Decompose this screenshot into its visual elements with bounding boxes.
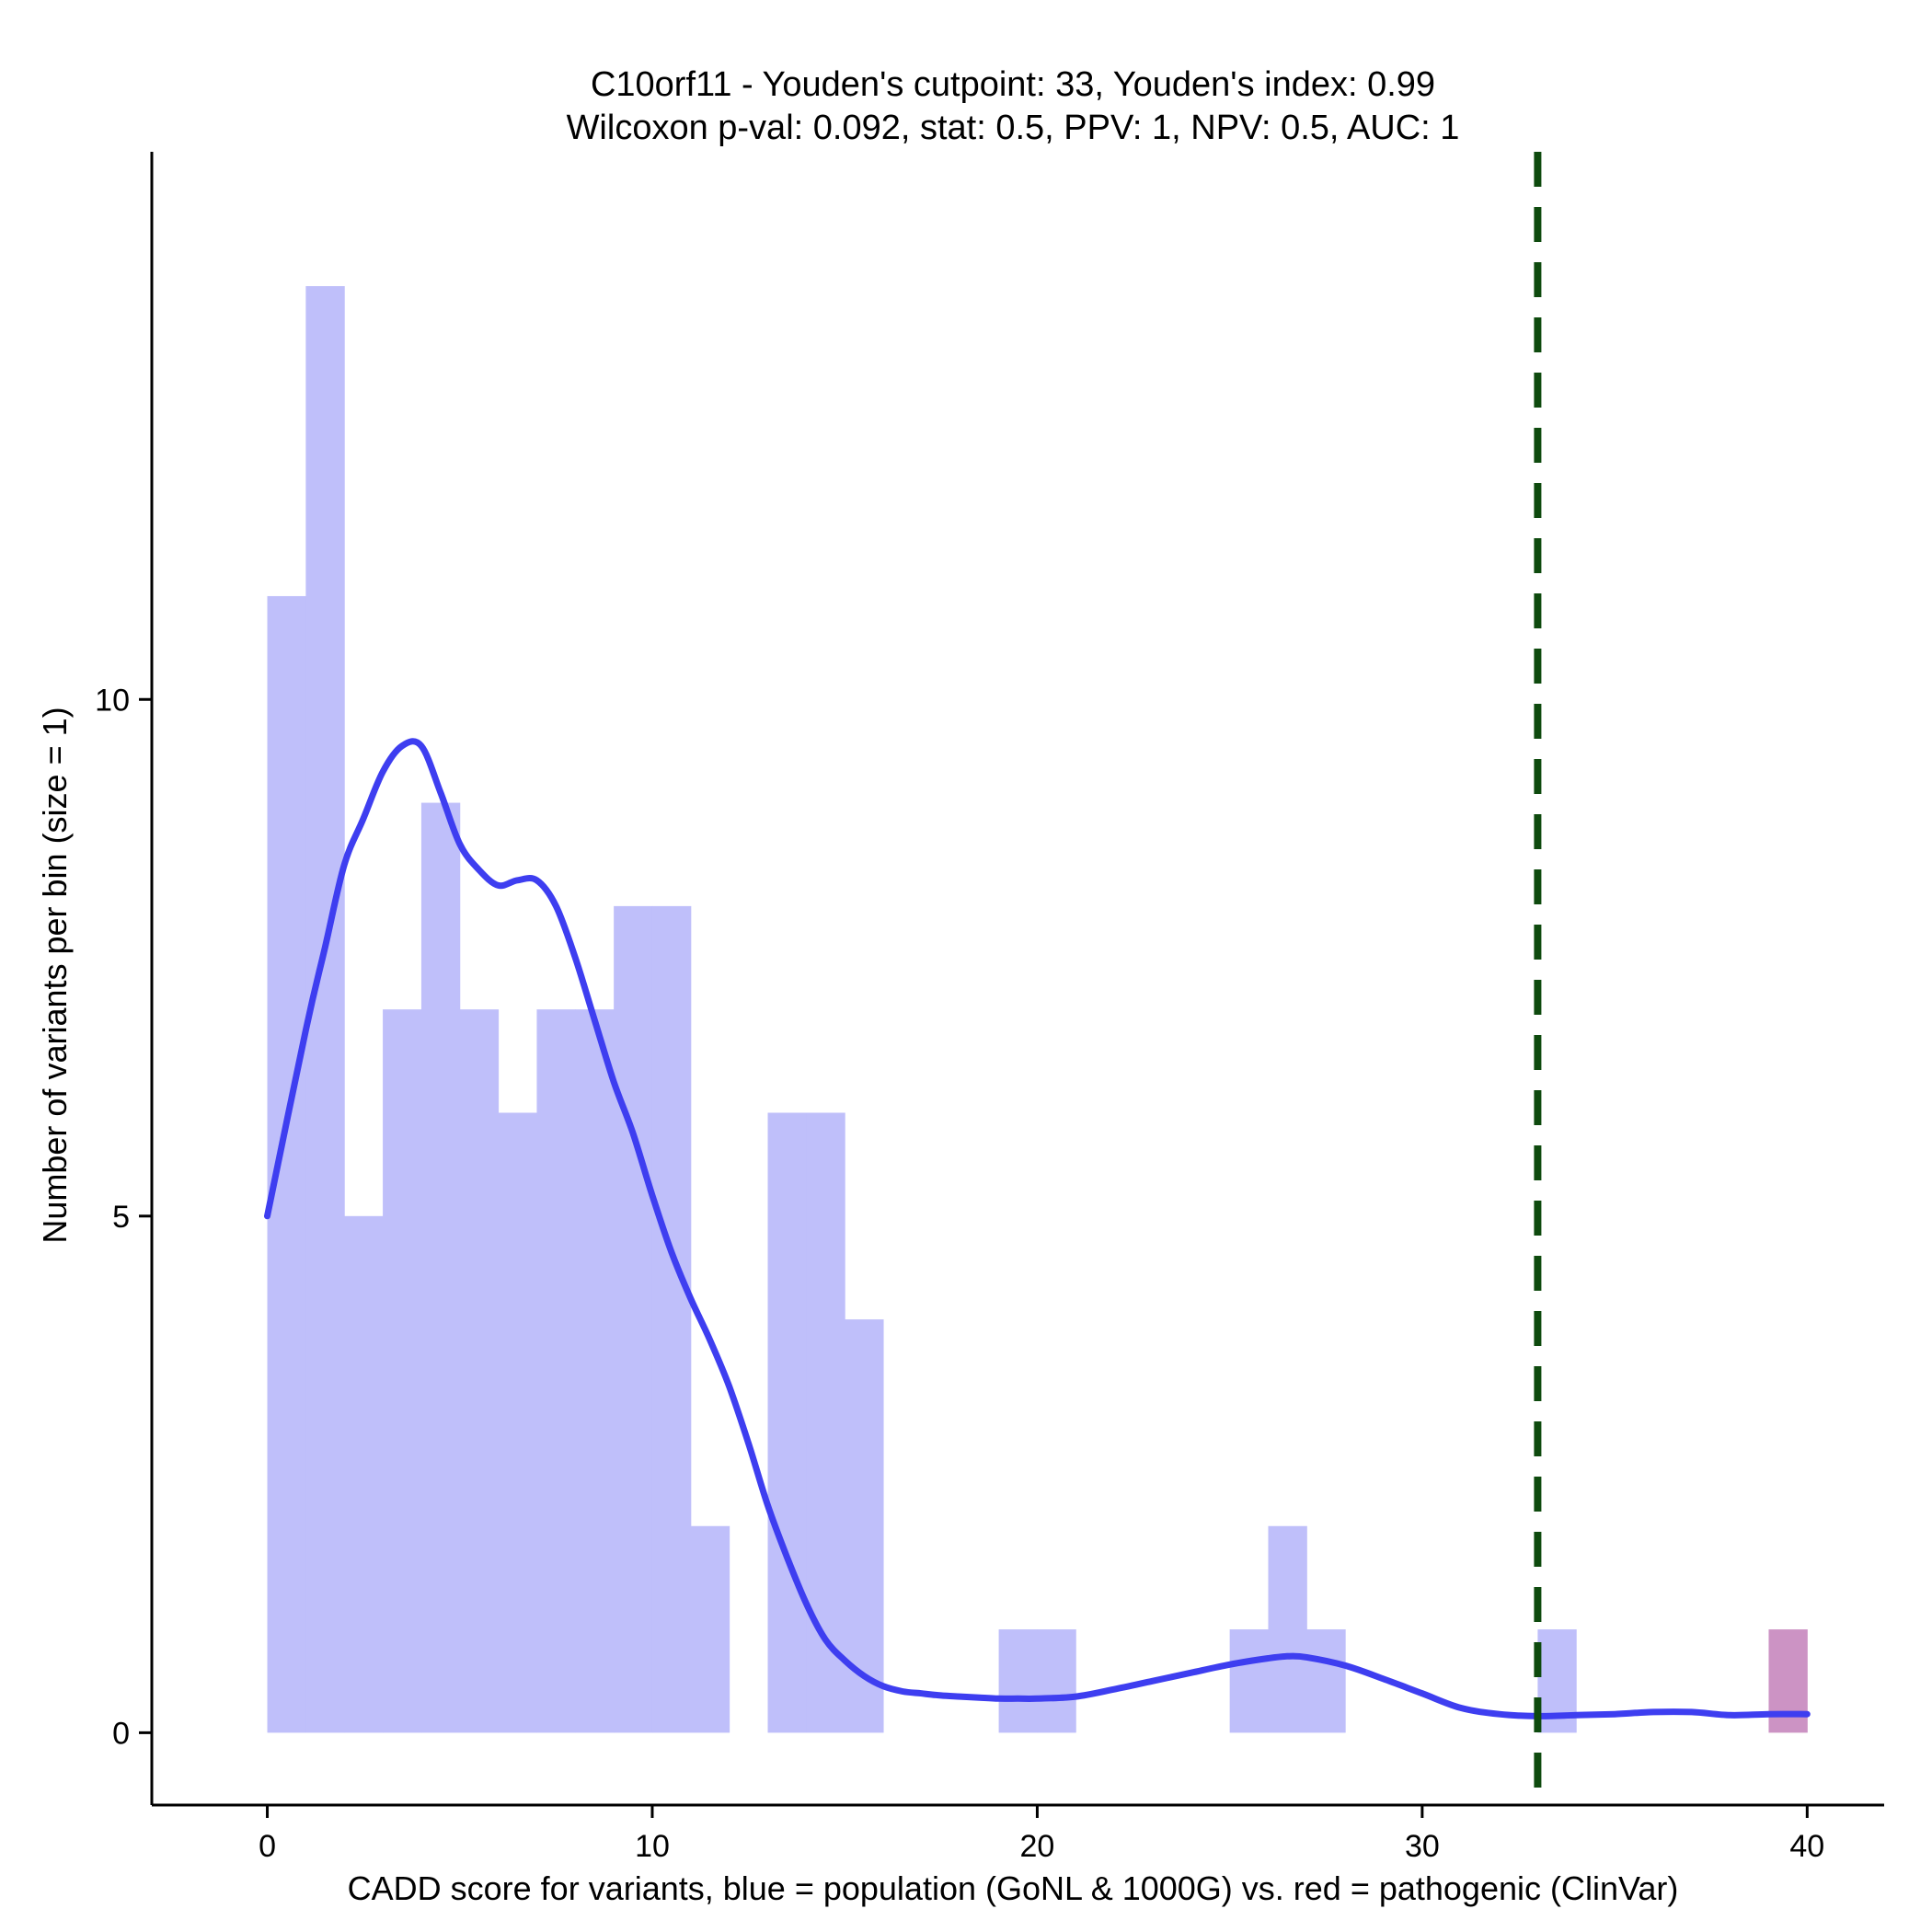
population-bar [1037,1629,1076,1733]
population-bar [267,595,306,1733]
x-axis-label: CADD score for variants, blue = populati… [348,1869,1679,1907]
population-bar [998,1629,1038,1733]
population-bar [420,802,461,1733]
x-tick-label: 30 [1405,1829,1440,1864]
y-tick-label: 10 [95,683,130,718]
population-bar [344,1215,384,1733]
y-tick-label: 0 [112,1716,130,1751]
population-bar [690,1525,730,1733]
x-tick-label: 40 [1789,1829,1824,1864]
population-bar [1268,1525,1307,1733]
population-bar [536,1009,576,1733]
histogram-bars [267,286,1808,1733]
population-bar [845,1319,884,1733]
population-bar [767,1112,807,1733]
x-tick-label: 20 [1020,1829,1055,1864]
population-bar [459,1009,500,1733]
population-bar [1229,1629,1269,1733]
population-bar [614,905,653,1733]
population-bar [806,1112,845,1733]
x-tick-label: 0 [259,1829,276,1864]
chart-title-line-1: C10orf11 - Youden's cutpoint: 33, Youden… [591,65,1435,104]
y-axis-label: Number of variants per bin (size = 1) [36,707,74,1243]
population-bar [498,1112,537,1733]
y-tick-label: 5 [112,1200,130,1235]
x-axis-ticks: 0 10 20 30 40 [259,1805,1824,1864]
population-bar [575,1009,615,1733]
density-curve [264,738,1811,1719]
population-bar [1306,1629,1346,1733]
chart-title-line-2: Wilcoxon p-val: 0.092, stat: 0.5, PPV: 1… [567,109,1460,147]
population-bar [383,1009,422,1733]
x-tick-label: 10 [635,1829,670,1864]
population-bar [651,905,692,1733]
y-axis-ticks: 0 5 10 [95,683,152,1751]
